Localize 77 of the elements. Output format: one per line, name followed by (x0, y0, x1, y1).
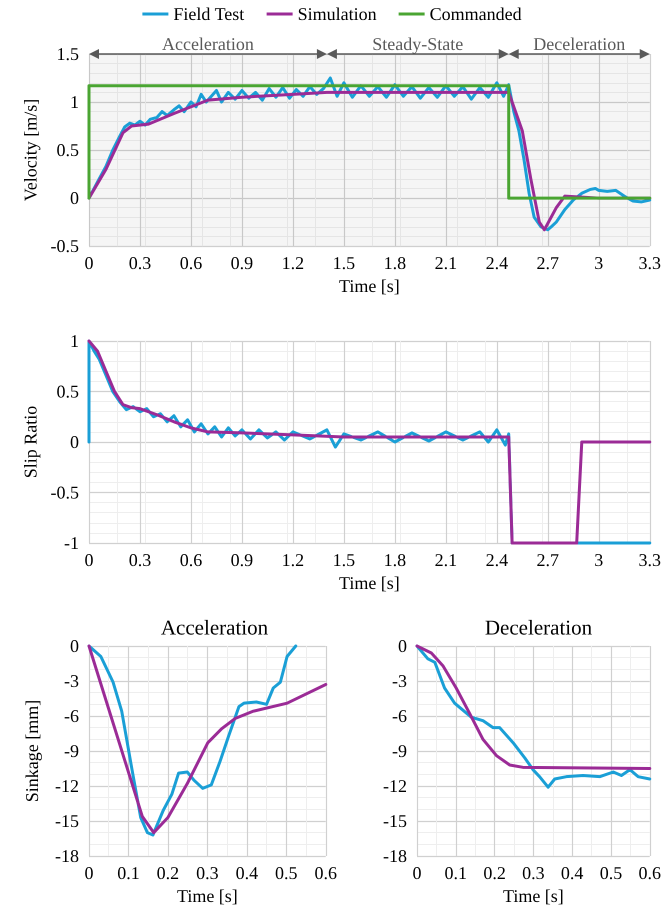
x-tick-label: 2.7 (536, 550, 560, 570)
x-tick-label: 0.2 (156, 863, 180, 883)
y-tick-label: -18 (383, 846, 407, 866)
x-tick-label: 2.1 (434, 253, 458, 274)
x-tick-label: 0.3 (522, 863, 545, 883)
x-tick-label: 0.6 (314, 863, 337, 883)
y-tick-label: -18 (55, 846, 79, 866)
y-tick-label: -12 (383, 776, 407, 796)
x-tick-label: 0.1 (117, 863, 140, 883)
x-tick-label: 1.8 (384, 253, 406, 274)
y-axis-title: Sinkage [mm] (22, 700, 42, 802)
x-axis-title: Time [s] (338, 572, 400, 593)
legend-label: Commanded (430, 4, 522, 24)
x-axis-title: Time [s] (502, 886, 564, 906)
x-axis-title: Time [s] (338, 276, 400, 296)
x-tick-label: 0.6 (180, 253, 202, 274)
x-tick-label: 0.3 (128, 550, 152, 570)
x-tick-label: 0.5 (600, 863, 622, 883)
x-tick-label: 0.3 (128, 253, 152, 274)
x-tick-label: 2.1 (434, 550, 458, 570)
y-tick-label: -9 (64, 741, 79, 761)
x-tick-label: 0 (412, 863, 422, 883)
y-tick-label: -12 (55, 776, 79, 796)
x-tick-label: 0.9 (230, 253, 254, 274)
x-tick-label: 2.7 (536, 253, 560, 274)
band-label: Steady-State (372, 34, 464, 54)
x-tick-label: 0 (84, 550, 94, 570)
x-tick-label: 3.3 (638, 253, 661, 274)
y-tick-label: -1 (64, 533, 79, 553)
y-tick-label: 0 (398, 636, 407, 656)
y-tick-label: -6 (392, 706, 407, 726)
x-tick-label: 1.5 (332, 253, 356, 274)
y-tick-label: 0.5 (56, 140, 79, 160)
x-tick-label: 0.6 (180, 550, 202, 570)
chart-title: Acceleration (160, 616, 269, 640)
y-tick-label: -15 (55, 811, 79, 831)
y-tick-label: 1 (70, 92, 79, 112)
x-tick-label: 3.3 (638, 550, 661, 570)
x-tick-label: 0.4 (236, 863, 258, 883)
x-tick-label: 1.8 (384, 550, 406, 570)
legend-label: Field Test (173, 4, 244, 24)
y-tick-label: 1.5 (56, 44, 79, 64)
x-tick-label: 2.4 (486, 253, 508, 274)
y-tick-label: 1 (70, 331, 79, 351)
x-tick-label: 0.9 (230, 550, 254, 570)
x-tick-label: 0.6 (638, 863, 661, 883)
x-tick-label: 0.4 (560, 863, 584, 883)
x-tick-label: 0 (84, 253, 94, 274)
y-tick-label: -3 (64, 671, 79, 691)
x-tick-label: 0.5 (275, 863, 298, 883)
y-tick-label: -15 (383, 811, 407, 831)
x-tick-label: 0.3 (196, 863, 219, 883)
legend-label: Simulation (298, 4, 377, 24)
y-tick-label: -0.5 (50, 482, 79, 502)
chart-title: Deceleration (484, 616, 593, 640)
x-tick-label: 1.2 (282, 253, 304, 274)
x-tick-label: 3 (594, 550, 604, 570)
y-tick-label: 0 (70, 188, 79, 208)
y-tick-label: -0.5 (50, 236, 79, 256)
x-tick-label: 0 (84, 863, 94, 883)
x-tick-label: 0.1 (444, 863, 468, 883)
band-label: Acceleration (162, 34, 254, 54)
x-tick-label: 1.2 (282, 550, 304, 570)
y-tick-label: 0 (70, 636, 79, 656)
y-tick-label: -9 (392, 741, 407, 761)
x-tick-label: 2.4 (486, 550, 508, 570)
x-tick-label: 0.2 (483, 863, 506, 883)
y-tick-label: 0.5 (56, 382, 79, 402)
x-tick-label: 3 (594, 253, 604, 274)
x-tick-label: 1.5 (332, 550, 356, 570)
y-tick-label: 0 (70, 432, 79, 452)
y-axis-title: Slip Ratio (20, 406, 41, 478)
y-axis-title: Velocity [m/s] (20, 98, 41, 202)
band-label: Deceleration (533, 34, 626, 54)
y-tick-label: -3 (392, 671, 407, 691)
y-tick-label: -6 (64, 706, 79, 726)
x-axis-title: Time [s] (176, 886, 238, 906)
